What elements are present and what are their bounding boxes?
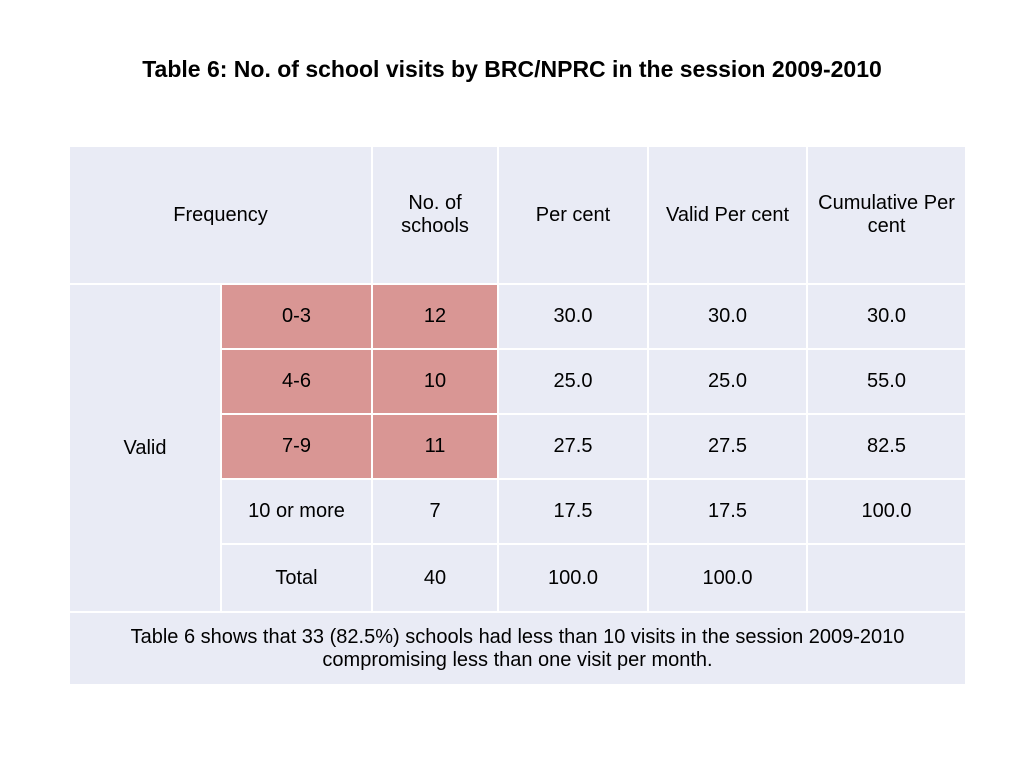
total-row: Total 40 100.0 100.0 xyxy=(69,543,967,613)
cumulative-per-cent-cell: 100.0 xyxy=(806,478,967,545)
frequency-range-cell: 10 or more xyxy=(220,478,373,545)
note-row: Table 6 shows that 33 (82.5%) schools ha… xyxy=(68,611,967,686)
frequency-table-container: Frequency No. of schools Per cent Valid … xyxy=(68,145,967,686)
frequency-range-cell: 0-3 xyxy=(220,283,373,350)
header-valid-per-cent: Valid Per cent xyxy=(647,145,808,285)
total-valid-per-cent-cell: 100.0 xyxy=(647,543,808,613)
per-cent-cell: 27.5 xyxy=(497,413,649,480)
frequency-table: Frequency No. of schools Per cent Valid … xyxy=(68,145,967,686)
total-cumulative-per-cent-cell xyxy=(806,543,967,613)
schools-count-cell: 12 xyxy=(371,283,499,350)
header-cumulative-per-cent: Cumulative Per cent xyxy=(806,145,967,285)
cumulative-per-cent-cell: 30.0 xyxy=(806,283,967,350)
slide-title: Table 6: No. of school visits by BRC/NPR… xyxy=(142,56,882,82)
table-note: Table 6 shows that 33 (82.5%) schools ha… xyxy=(68,611,967,686)
valid-per-cent-cell: 27.5 xyxy=(647,413,808,480)
per-cent-cell: 17.5 xyxy=(497,478,649,545)
table-row: Valid 0-3 12 30.0 30.0 30.0 xyxy=(68,283,967,613)
table-row: 10 or more 7 17.5 17.5 100.0 xyxy=(69,478,967,545)
header-per-cent: Per cent xyxy=(497,145,649,285)
schools-count-cell: 10 xyxy=(371,348,499,415)
cumulative-per-cent-cell: 82.5 xyxy=(806,413,967,480)
schools-count-cell: 11 xyxy=(371,413,499,480)
total-per-cent-cell: 100.0 xyxy=(497,543,649,613)
cumulative-per-cent-cell: 55.0 xyxy=(806,348,967,415)
valid-per-cent-cell: 25.0 xyxy=(647,348,808,415)
table-row: 4-6 10 25.0 25.0 55.0 xyxy=(69,348,967,415)
total-label: Total xyxy=(220,543,373,613)
per-cent-cell: 25.0 xyxy=(497,348,649,415)
per-cent-cell: 30.0 xyxy=(497,283,649,350)
frequency-range-cell: 7-9 xyxy=(220,413,373,480)
valid-label: Valid xyxy=(68,283,222,613)
frequency-range-cell: 4-6 xyxy=(220,348,373,415)
table-row: 7-9 11 27.5 27.5 82.5 xyxy=(69,413,967,480)
total-schools-cell: 40 xyxy=(371,543,499,613)
header-frequency: Frequency xyxy=(68,145,373,285)
valid-per-cent-cell: 17.5 xyxy=(647,478,808,545)
schools-count-cell: 7 xyxy=(371,478,499,545)
valid-per-cent-cell: 30.0 xyxy=(647,283,808,350)
header-no-of-schools: No. of schools xyxy=(371,145,499,285)
table-header-row: Frequency No. of schools Per cent Valid … xyxy=(68,145,967,285)
